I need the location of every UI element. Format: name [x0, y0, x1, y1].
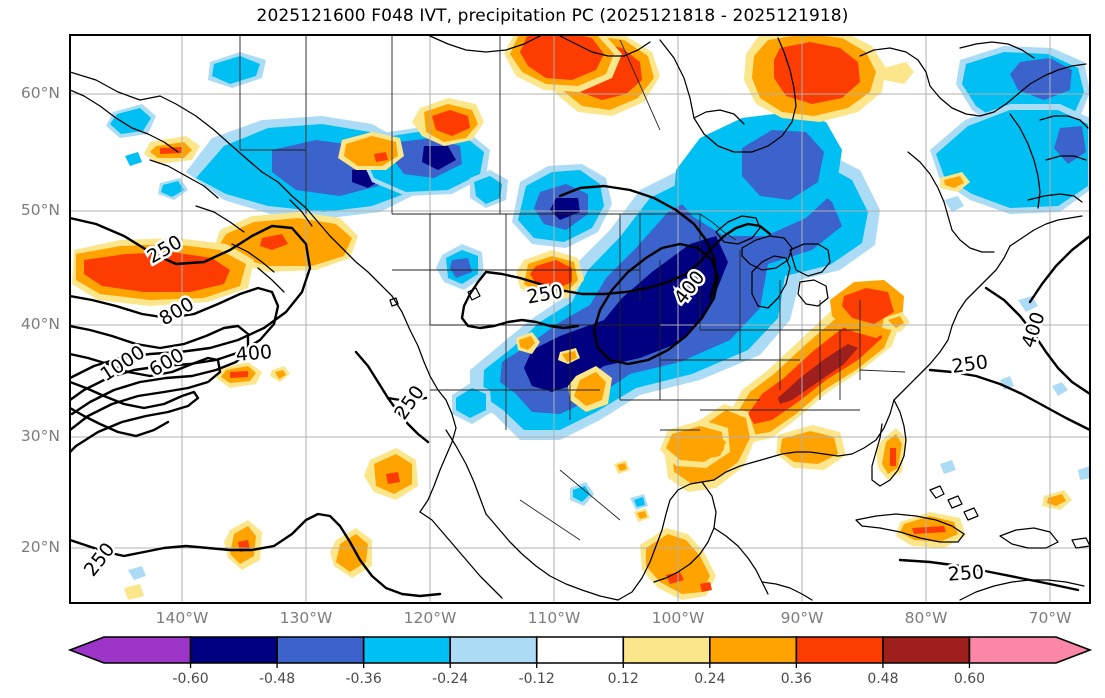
colorbar-segment-2[interactable] [276, 636, 365, 664]
colorbar-segment-0[interactable] [67, 636, 192, 664]
colorbar-segment-3[interactable] [362, 636, 451, 664]
filled-contours [72, 35, 1090, 600]
colorbar-segment-4[interactable] [449, 636, 538, 664]
colorbar-segment-5[interactable] [535, 636, 625, 664]
lon-tick-0: 140°W [155, 609, 209, 627]
lon-tick-5: 90°W [780, 609, 824, 627]
axes-frame [69, 34, 1091, 604]
lon-tick-6: 80°W [904, 609, 948, 627]
colorbar-tick-label-5: 0.12 [607, 671, 639, 687]
page-title: 2025121600 F048 IVT, precipitation PC (2… [256, 6, 849, 26]
lon-tick-3: 110°W [527, 609, 581, 627]
lat-tick-2: 40°N [20, 315, 60, 333]
colorbar-tick-label-9: 0.60 [953, 671, 986, 687]
lon-tick-7: 70°W [1028, 609, 1072, 627]
contour-label: 400 [235, 341, 273, 366]
colorbar-tick-label-7: 0.36 [780, 671, 812, 687]
lat-tick-3: 30°N [20, 427, 60, 445]
colorbar-tick-label-1: -0.48 [258, 671, 296, 687]
colorbar-tick-label-2: -0.36 [345, 671, 382, 687]
colorbar-tick-label-0: -0.60 [172, 671, 209, 687]
lat-tick-1: 50°N [20, 201, 60, 219]
ivt-contours [70, 184, 1090, 598]
colorbar-tick-label-6: 0.24 [694, 671, 726, 687]
colorbar [67, 636, 1093, 668]
lat-tick-4: 20°N [20, 538, 60, 556]
colorbar-tick-label-8: 0.48 [867, 671, 899, 687]
colorbar-tick-label-4: -0.12 [518, 671, 555, 687]
colorbar-tick-label-3: -0.24 [432, 671, 469, 687]
lon-tick-1: 130°W [279, 609, 333, 627]
colorbar-segment-1[interactable] [189, 636, 278, 664]
lon-tick-4: 100°W [651, 609, 705, 627]
lon-tick-2: 120°W [403, 609, 457, 627]
lat-tick-0: 60°N [20, 84, 60, 102]
colorbar-segment-6[interactable] [622, 636, 711, 664]
colorbar-segment-9[interactable] [882, 636, 971, 664]
colorbar-segment-7[interactable] [709, 636, 798, 664]
colorbar-segment-8[interactable] [795, 636, 884, 664]
contour-label: 250 [947, 561, 985, 585]
colorbar-segment-10[interactable] [968, 636, 1093, 664]
